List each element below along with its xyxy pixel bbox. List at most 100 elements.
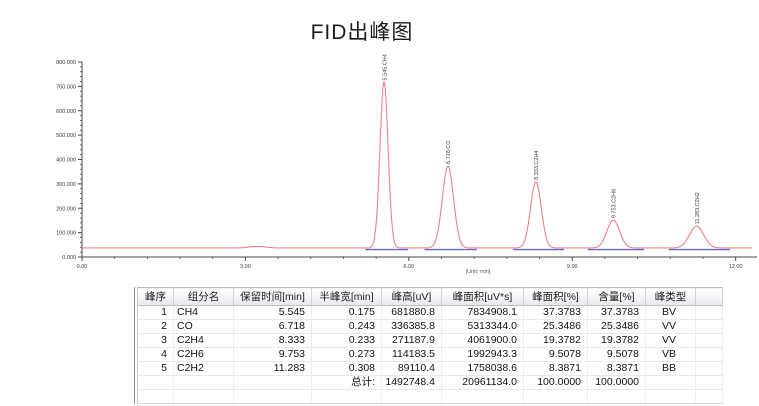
- table-cell: 8.333: [233, 333, 312, 348]
- table-cell: [381, 389, 442, 404]
- table-cell: 总计:: [311, 375, 382, 390]
- table-cell: 8.3871: [523, 361, 588, 376]
- table-cell: 100.0000: [523, 375, 588, 390]
- table-cell: 89110.4: [381, 361, 442, 376]
- peak-label: 5.545,CH4: [382, 54, 388, 80]
- table-cell: 9.5078: [587, 347, 646, 362]
- table-cell: [441, 389, 524, 404]
- table-cell: 19.3782: [587, 333, 646, 348]
- table-cell: 4: [137, 347, 174, 362]
- table-cell: 1992943.3: [441, 347, 524, 362]
- table-cell: BB: [645, 361, 696, 376]
- chromatogram-plot[interactable]: 0.00 3.00 6.00 9.00 12.00 0.000 100.000 200.000…: [0, 48, 759, 284]
- peak-results-table: 峰序 组分名 保留时间[min] 半峰宽[min] 峰高[uV] 峰面积[uV*s] 峰面积…: [137, 287, 723, 404]
- column-header[interactable]: 半峰宽[min]: [311, 287, 382, 306]
- table-cell: [695, 305, 723, 320]
- table-cell: 1492748.4: [381, 375, 442, 390]
- table-cell: [695, 375, 723, 390]
- table-cell: VV: [645, 319, 696, 334]
- peak-label: 8.333,C2H4: [534, 151, 540, 180]
- table-cell: 336385.8: [381, 319, 442, 334]
- column-header[interactable]: 峰序: [137, 287, 174, 306]
- table-cell: C2H4: [173, 333, 234, 348]
- table-cell: C2H6: [173, 347, 234, 362]
- table-cell: CH4: [173, 305, 234, 320]
- table-cell: 0.243: [311, 319, 382, 334]
- table-cell: [695, 389, 723, 404]
- y-axis-tick-label: 800.000: [56, 60, 76, 66]
- table-cell: 7834908.1: [441, 305, 524, 320]
- y-axis-tick-label: 700.000: [56, 84, 76, 90]
- table-cell: [233, 389, 312, 404]
- table-cell: 681880.8: [381, 305, 442, 320]
- table-cell: [523, 389, 588, 404]
- table-cell: [311, 389, 382, 404]
- peak-table-row[interactable]: 1 CH4 5.545 0.175 681880.8 7834908.1 37.3783 37…: [137, 305, 723, 320]
- empty-row: [137, 389, 723, 404]
- table-cell: [173, 375, 234, 390]
- table-cell: 271187.9: [381, 333, 442, 348]
- x-axis-tick-label: 9.00: [567, 264, 578, 270]
- column-header[interactable]: 组分名: [173, 287, 234, 306]
- table-cell: VV: [645, 333, 696, 348]
- table-cell: BV: [645, 305, 696, 320]
- table-cell: 1758038.6: [441, 361, 524, 376]
- table-cell: 19.3782: [523, 333, 588, 348]
- column-header[interactable]: 峰面积[%]: [523, 287, 588, 306]
- column-header[interactable]: 峰类型: [645, 287, 696, 306]
- peak-label: 6.718,CO: [446, 140, 452, 164]
- table-cell: 9.753: [233, 347, 312, 362]
- y-axis-tick-label: 0.000: [62, 255, 76, 261]
- peak-label: 9.753,C2H6: [612, 189, 618, 218]
- table-cell: 25.3486: [523, 319, 588, 334]
- table-cell: VB: [645, 347, 696, 362]
- total-row: 总计: 1492748.4 20961134.0 100.0000 100.0000: [137, 375, 723, 390]
- x-axis-unit-label: [Unit: min]: [466, 269, 491, 275]
- table-cell: 25.3486: [587, 319, 646, 334]
- table-cell: [137, 375, 174, 390]
- column-header[interactable]: 峰高[uV]: [381, 287, 442, 306]
- chart-title: FID出峰图: [310, 21, 414, 44]
- table-cell: 100.0000: [587, 375, 646, 390]
- x-axis-tick-label: 0.00: [77, 264, 88, 270]
- peak-table-row[interactable]: 3 C2H4 8.333 0.233 271187.9 4061900.0 19.3782 1…: [137, 333, 723, 348]
- peak-label: 11.283,C2H2: [695, 192, 701, 224]
- table-body: 1 CH4 5.545 0.175 681880.8 7834908.1 37.3783 37…: [137, 305, 723, 404]
- y-axis-tick-label: 100.000: [56, 231, 76, 237]
- table-cell: 5.545: [233, 305, 312, 320]
- table-cell: 5313344.0: [441, 319, 524, 334]
- peak-results-table-wrap: 峰序 组分名 保留时间[min] 半峰宽[min] 峰高[uV] 峰面积[uV*s] 峰面积…: [134, 287, 727, 404]
- column-header[interactable]: 含量[%]: [587, 287, 646, 306]
- table-cell: 2: [137, 319, 174, 334]
- table-cell: 37.3783: [587, 305, 646, 320]
- table-cell: 1: [137, 305, 174, 320]
- y-axis-tick-label: 500.000: [56, 133, 76, 139]
- y-axis-tick-label: 200.000: [56, 206, 76, 212]
- column-header[interactable]: [695, 287, 723, 306]
- peak-table-row[interactable]: 4 C2H6 9.753 0.273 114183.5 1992943.3 9.5078 9.…: [137, 347, 723, 362]
- table-cell: [645, 389, 696, 404]
- table-cell: 0.308: [311, 361, 382, 376]
- table-cell: 3: [137, 333, 174, 348]
- table-cell: [695, 361, 723, 376]
- table-cell: [695, 347, 723, 362]
- table-cell: 11.283: [233, 361, 312, 376]
- column-header[interactable]: 保留时间[min]: [233, 287, 312, 306]
- table-cell: CO: [173, 319, 234, 334]
- peak-table-row[interactable]: 5 C2H2 11.283 0.308 89110.4 1758038.6 8.3871 8.…: [137, 361, 723, 376]
- table-cell: [695, 333, 723, 348]
- column-header[interactable]: 峰面积[uV*s]: [441, 287, 524, 306]
- table-cell: 6.718: [233, 319, 312, 334]
- table-cell: [645, 375, 696, 390]
- table-cell: 4061900.0: [441, 333, 524, 348]
- table-cell: 0.233: [311, 333, 382, 348]
- table-cell: [587, 389, 646, 404]
- table-cell: [233, 375, 312, 390]
- table-cell: 0.273: [311, 347, 382, 362]
- table-cell: 114183.5: [381, 347, 442, 362]
- table-cell: 9.5078: [523, 347, 588, 362]
- table-cell: 0.175: [311, 305, 382, 320]
- peak-table-row[interactable]: 2 CO 6.718 0.243 336385.8 5313344.0 25.3486 25.…: [137, 319, 723, 334]
- table-cell: 8.3871: [587, 361, 646, 376]
